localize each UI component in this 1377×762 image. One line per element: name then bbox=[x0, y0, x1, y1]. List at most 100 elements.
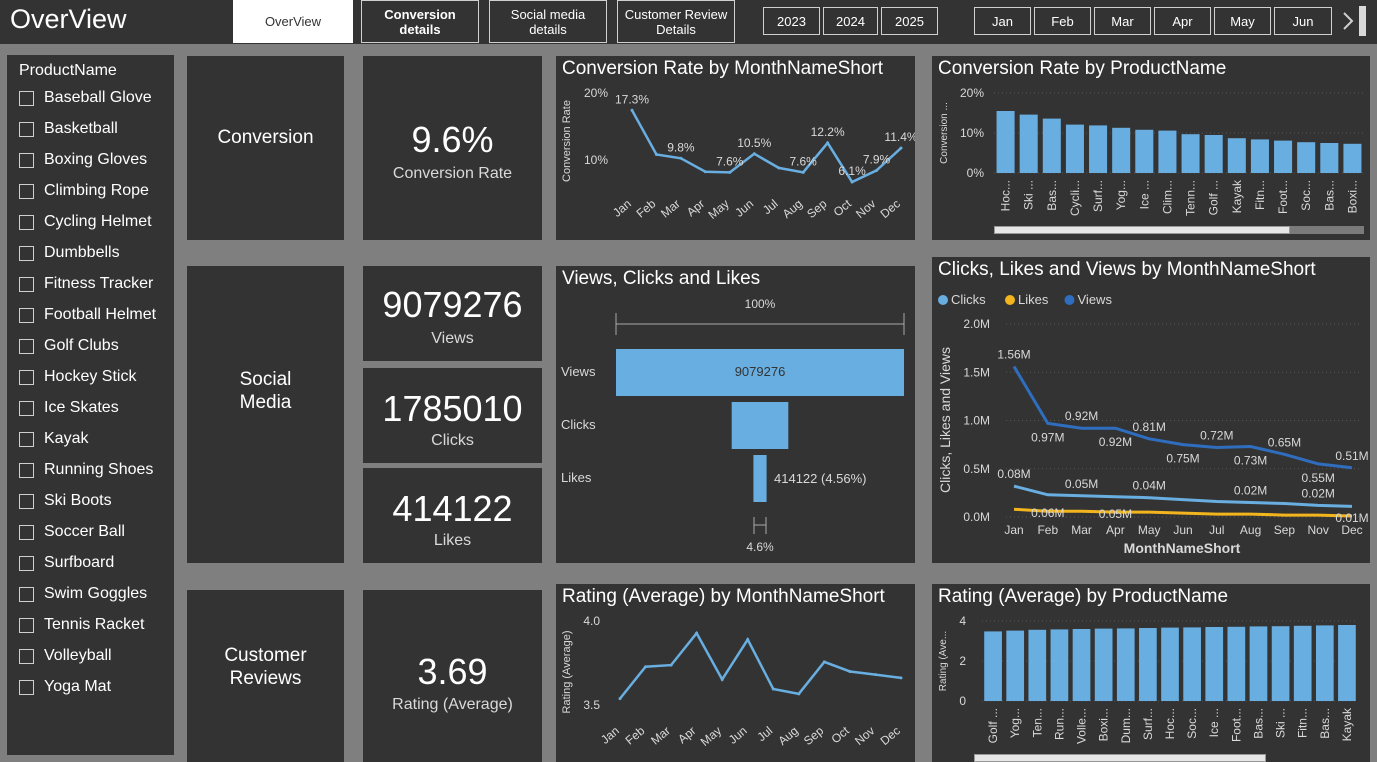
product-option[interactable]: Basketball bbox=[19, 117, 118, 141]
product-option[interactable]: Baseball Glove bbox=[19, 86, 152, 110]
kpi-conversion-rate-label: Conversion Rate bbox=[392, 165, 513, 182]
x-tick-label: Sep bbox=[801, 723, 827, 748]
data-point bbox=[771, 687, 775, 691]
scrollbar[interactable] bbox=[1359, 6, 1366, 36]
bar bbox=[1135, 129, 1154, 173]
checkbox[interactable] bbox=[19, 617, 34, 633]
x-tick-label: Fitn... bbox=[1253, 180, 1267, 210]
product-option[interactable]: Climbing Rope bbox=[19, 179, 149, 203]
month-button-mar[interactable]: Mar bbox=[1094, 7, 1151, 35]
tab-social-media-details[interactable]: Social media details bbox=[489, 0, 607, 43]
tab-conversion-details[interactable]: Conversion details bbox=[361, 0, 479, 43]
funnel-category-label: Likes bbox=[561, 470, 592, 485]
x-tick-label: Dec bbox=[1341, 523, 1362, 537]
checkbox[interactable] bbox=[19, 586, 34, 602]
data-point bbox=[644, 665, 648, 669]
bar bbox=[1343, 143, 1362, 173]
bar bbox=[1094, 628, 1113, 701]
data-label: 0.81M bbox=[1133, 420, 1166, 434]
product-option-label: Cycling Helmet bbox=[44, 213, 152, 230]
data-point bbox=[875, 168, 879, 172]
funnel-bar bbox=[731, 402, 789, 449]
x-tick-label: Nov bbox=[1308, 523, 1329, 537]
tab-customer-review-details[interactable]: Customer Review Details bbox=[617, 0, 735, 43]
chart-conversion-by-month: Conversion Rate by MonthNameShort 20% 10%… bbox=[556, 56, 915, 240]
checkbox[interactable] bbox=[19, 369, 34, 385]
bar bbox=[996, 111, 1015, 173]
legend-label: Views bbox=[1078, 292, 1113, 307]
year-button-2024[interactable]: 2024 bbox=[823, 7, 878, 35]
data-label: 0.92M bbox=[1065, 409, 1098, 423]
product-option[interactable]: Hockey Stick bbox=[19, 365, 136, 389]
horizontal-scrollbar[interactable] bbox=[974, 754, 1266, 762]
data-label: 12.2% bbox=[811, 125, 845, 139]
scrollbar-thumb[interactable] bbox=[994, 226, 1290, 234]
funnel-category-label: Views bbox=[561, 364, 596, 379]
month-button-apr[interactable]: Apr bbox=[1154, 7, 1211, 35]
data-label: 0.97M bbox=[1031, 430, 1064, 444]
checkbox[interactable] bbox=[19, 462, 34, 478]
month-button-may[interactable]: May bbox=[1214, 7, 1271, 35]
chart-title: Rating (Average) by ProductName bbox=[938, 586, 1229, 607]
month-button-feb[interactable]: Feb bbox=[1034, 7, 1091, 35]
product-option[interactable]: Volleyball bbox=[19, 644, 112, 668]
checkbox[interactable] bbox=[19, 648, 34, 664]
data-point bbox=[618, 697, 622, 701]
bar bbox=[1205, 627, 1224, 701]
checkbox[interactable] bbox=[19, 679, 34, 695]
data-label: 0.55M bbox=[1302, 471, 1335, 485]
bar bbox=[1006, 630, 1025, 701]
bar bbox=[1112, 127, 1131, 173]
checkbox[interactable] bbox=[19, 338, 34, 354]
product-option[interactable]: Ice Skates bbox=[19, 396, 119, 420]
funnel-bar bbox=[753, 455, 767, 502]
checkbox[interactable] bbox=[19, 276, 34, 292]
x-tick-label: Kayak bbox=[1340, 707, 1354, 741]
chevron-right-icon[interactable] bbox=[1339, 8, 1357, 34]
checkbox[interactable] bbox=[19, 121, 34, 137]
product-option-label: Fitness Tracker bbox=[44, 275, 154, 292]
bar bbox=[1139, 628, 1157, 701]
bar bbox=[1204, 135, 1223, 173]
product-option[interactable]: Tennis Racket bbox=[19, 613, 145, 637]
kpi-rating-label: Rating (Average) bbox=[392, 696, 513, 713]
data-label: 11.4% bbox=[884, 130, 915, 144]
data-point bbox=[746, 638, 750, 642]
product-option[interactable]: Golf Clubs bbox=[19, 334, 119, 358]
product-option[interactable]: Kayak bbox=[19, 427, 88, 451]
tab-overview[interactable]: OverView bbox=[233, 0, 353, 43]
y-tick-label: 0.0M bbox=[963, 510, 990, 524]
product-option[interactable]: Boxing Gloves bbox=[19, 148, 147, 172]
y-tick-label: 10% bbox=[960, 126, 984, 140]
data-point bbox=[669, 663, 673, 667]
year-button-2025[interactable]: 2025 bbox=[881, 7, 938, 35]
horizontal-scrollbar[interactable] bbox=[994, 226, 1364, 234]
month-button-jun[interactable]: Jun bbox=[1274, 7, 1332, 35]
checkbox[interactable] bbox=[19, 431, 34, 447]
year-button-2023[interactable]: 2023 bbox=[763, 7, 820, 35]
product-option[interactable]: Ski Boots bbox=[19, 489, 112, 513]
month-button-jan[interactable]: Jan bbox=[974, 7, 1031, 35]
product-option[interactable]: Cycling Helmet bbox=[19, 210, 152, 234]
product-option[interactable]: Yoga Mat bbox=[19, 675, 111, 699]
product-option[interactable]: Swim Goggles bbox=[19, 582, 147, 606]
product-option[interactable]: Running Shoes bbox=[19, 458, 153, 482]
checkbox[interactable] bbox=[19, 493, 34, 509]
product-option[interactable]: Dumbbells bbox=[19, 241, 120, 265]
checkbox[interactable] bbox=[19, 400, 34, 416]
checkbox[interactable] bbox=[19, 90, 34, 106]
funnel-category-label: Clicks bbox=[561, 417, 596, 432]
product-option[interactable]: Fitness Tracker bbox=[19, 272, 153, 296]
y-axis-title: Conversion ... bbox=[939, 102, 950, 164]
checkbox[interactable] bbox=[19, 245, 34, 261]
checkbox[interactable] bbox=[19, 524, 34, 540]
checkbox[interactable] bbox=[19, 307, 34, 323]
product-option[interactable]: Soccer Ball bbox=[19, 520, 125, 544]
checkbox[interactable] bbox=[19, 152, 34, 168]
checkbox[interactable] bbox=[19, 214, 34, 230]
product-option[interactable]: Surfboard bbox=[19, 551, 114, 575]
x-tick-label: Ten... bbox=[1030, 708, 1044, 737]
checkbox[interactable] bbox=[19, 183, 34, 199]
product-option[interactable]: Football Helmet bbox=[19, 303, 156, 327]
checkbox[interactable] bbox=[19, 555, 34, 571]
